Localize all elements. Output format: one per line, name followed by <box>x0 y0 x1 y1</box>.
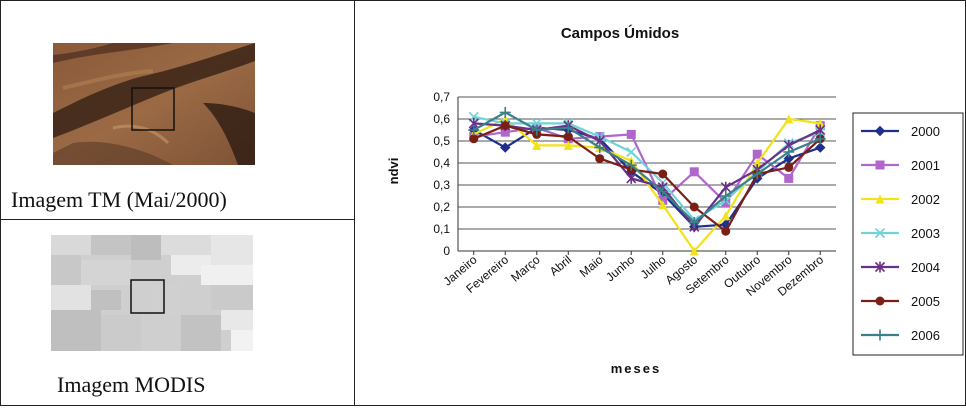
legend-item-2002: 2002 <box>861 192 940 207</box>
data-point <box>500 142 511 153</box>
legend-label: 2001 <box>911 158 940 173</box>
data-point <box>874 261 886 273</box>
data-point <box>875 194 885 204</box>
legend-label: 2006 <box>911 328 940 343</box>
data-point <box>720 190 732 202</box>
tm-caption: Imagem TM (Mai/2000) <box>11 187 227 212</box>
data-point <box>500 127 510 137</box>
data-point <box>500 121 510 131</box>
legend-item-2006: 2006 <box>861 328 940 343</box>
y-tick-label: 0,7 <box>433 90 450 104</box>
x-tick-label: Maio <box>577 252 606 280</box>
data-point <box>562 122 574 134</box>
data-point <box>658 200 668 210</box>
series-lines <box>468 106 826 256</box>
x-axis-label: meses <box>611 361 661 376</box>
data-point <box>657 186 669 198</box>
y-tick-label: 0,5 <box>433 134 450 148</box>
ndvi-line-chart: Campos Úmidos ndvi meses 0 0,1 0,2 0,3 0,4 0,… <box>386 24 964 376</box>
grid-lines <box>457 96 836 252</box>
data-point <box>784 114 794 124</box>
data-point <box>721 226 731 236</box>
data-point <box>658 169 668 179</box>
y-tick-labels: 0 0,1 0,2 0,3 0,4 0,5 0,6 0,7 <box>433 90 450 258</box>
data-point <box>784 173 794 183</box>
legend-item-2005: 2005 <box>861 294 940 309</box>
y-tick-label: 0,6 <box>433 112 450 126</box>
modis-caption: Imagem MODIS <box>57 372 206 397</box>
data-point <box>815 142 826 153</box>
series-line <box>473 124 822 233</box>
data-point <box>875 296 885 306</box>
data-point <box>626 172 637 184</box>
tm-image-cell: Imagem TM (Mai/2000) <box>1 1 354 220</box>
data-point <box>531 124 543 136</box>
legend-label: 2000 <box>911 124 940 139</box>
chart-legend: 2000 2001 2002 2003 2004 2005 2006 <box>852 112 964 356</box>
data-point <box>626 129 636 139</box>
series-line <box>473 111 821 224</box>
tm-satellite-image <box>53 43 255 165</box>
series-2006 <box>468 106 826 228</box>
y-tick-label: 0,3 <box>433 178 450 192</box>
data-point <box>874 227 886 239</box>
data-point <box>875 160 885 170</box>
modis-satellite-image <box>51 235 253 351</box>
modis-image-cell: Imagem MODIS <box>1 220 354 405</box>
y-tick-label: 0,1 <box>433 222 450 236</box>
series-line <box>473 122 821 228</box>
data-point <box>469 134 479 144</box>
data-point <box>595 154 605 164</box>
data-point <box>625 159 637 171</box>
x-tick-label: Junho <box>603 252 637 284</box>
data-point <box>783 146 795 158</box>
data-point <box>563 132 573 142</box>
data-point <box>689 202 699 212</box>
data-point <box>751 168 763 180</box>
data-point <box>532 140 542 150</box>
data-point <box>689 246 699 256</box>
series-line <box>473 115 821 222</box>
legend-label: 2002 <box>911 192 940 207</box>
legend-item-2000: 2000 <box>861 124 940 139</box>
y-tick-label: 0 <box>443 244 450 258</box>
data-point <box>814 133 826 145</box>
data-point <box>752 158 762 168</box>
data-point <box>468 124 480 136</box>
data-point <box>874 329 886 341</box>
data-point <box>721 198 731 208</box>
data-point <box>688 216 700 228</box>
y-tick-label: 0,4 <box>433 156 450 170</box>
y-axis-label: ndvi <box>386 158 401 185</box>
image-panel: Imagem TM (Mai/2000) Imagem MODIS <box>1 1 355 405</box>
data-point <box>626 146 637 158</box>
data-point <box>815 118 825 128</box>
legend-label: 2004 <box>911 260 940 275</box>
x-tick-label: Abril <box>547 253 574 279</box>
data-point <box>563 140 573 150</box>
data-point <box>689 167 699 177</box>
legend-item-2001: 2001 <box>861 158 940 173</box>
legend-item-2003: 2003 <box>861 226 940 241</box>
chart-panel: Campos Úmidos ndvi meses 0 0,1 0,2 0,3 0,4 0,… <box>356 1 965 405</box>
chart-title: Campos Úmidos <box>561 24 679 42</box>
data-point <box>752 149 762 159</box>
legend-item-2004: 2004 <box>861 260 940 275</box>
data-point <box>721 211 731 221</box>
legend-label: 2005 <box>911 294 940 309</box>
y-tick-label: 0,2 <box>433 200 450 214</box>
data-point <box>784 162 794 172</box>
series-2004 <box>468 117 826 233</box>
x-tick-label: Março <box>508 252 543 284</box>
data-point <box>594 142 606 154</box>
data-point <box>499 106 511 118</box>
legend-label: 2003 <box>911 226 940 241</box>
data-point <box>874 125 886 137</box>
series-2003 <box>468 111 826 226</box>
